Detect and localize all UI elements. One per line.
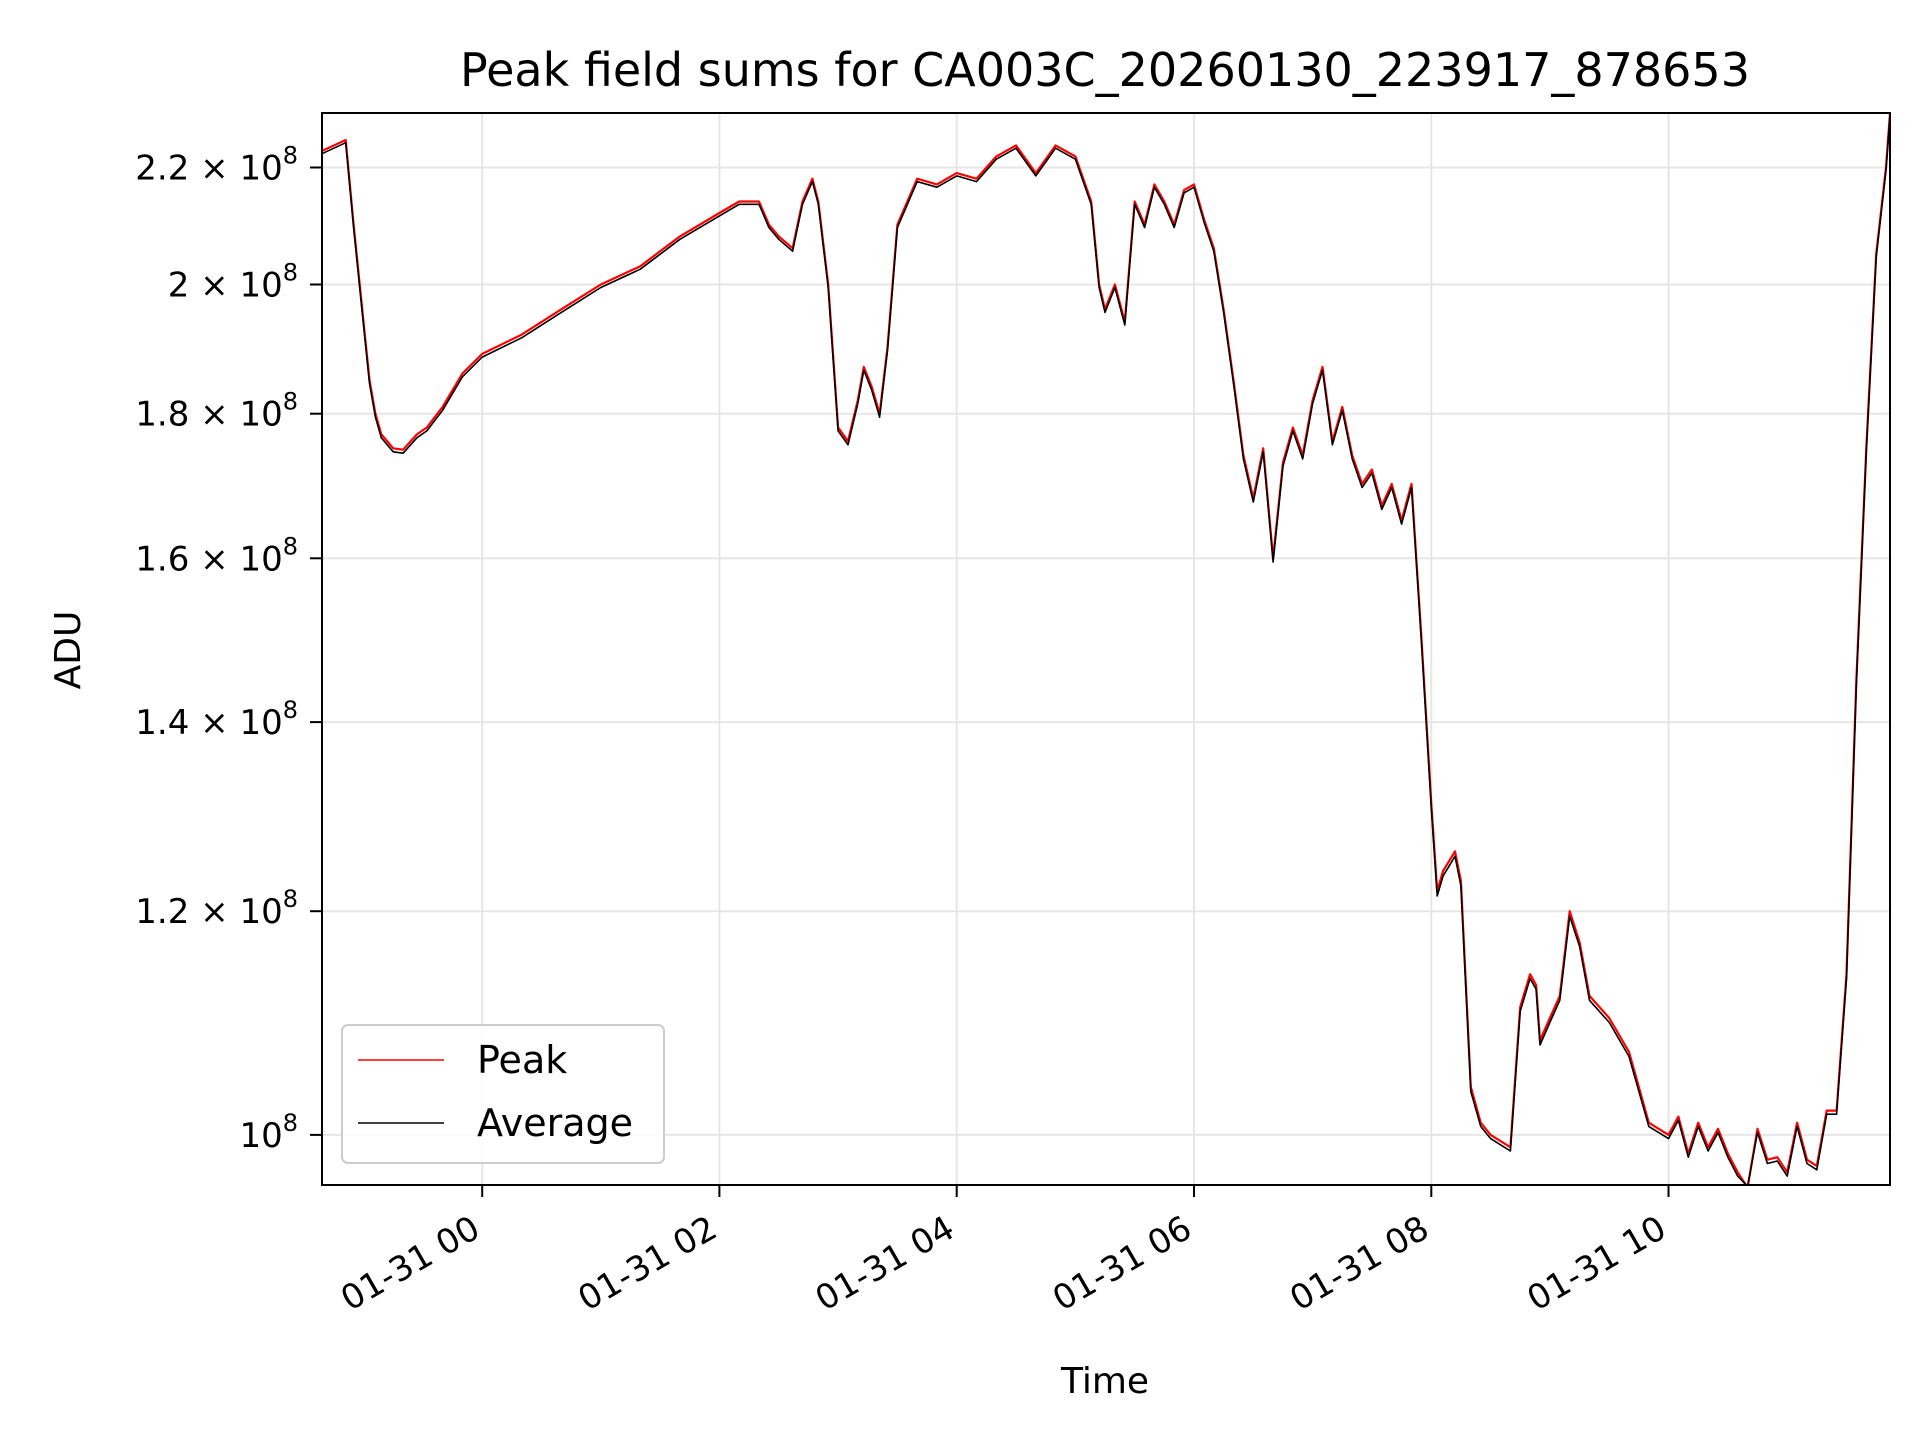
chart-title: Peak field sums for CA003C_20260130_2239… <box>460 43 1750 97</box>
y-tick-label: 2.2 × 108 <box>135 142 298 189</box>
x-tick-label: 01-31 00 <box>334 1208 486 1319</box>
y-tick-label: 108 <box>239 1109 298 1156</box>
y-axis-ticks: 108 1.2 × 108 1.4 × 108 1.6 × 108 1.8 × 108 2… <box>135 142 322 1156</box>
y-axis-label: ADU <box>48 611 89 690</box>
x-tick-label: 01-31 02 <box>572 1208 724 1319</box>
x-axis-ticks: 01-31 00 01-31 02 01-31 04 01-31 06 01-31 08… <box>334 1185 1673 1319</box>
x-tick-label: 01-31 08 <box>1283 1208 1435 1319</box>
legend-label-peak: Peak <box>477 1038 567 1082</box>
x-tick-label: 01-31 10 <box>1521 1208 1673 1319</box>
y-tick-label: 1.4 × 108 <box>135 696 298 743</box>
y-tick-label: 1.6 × 108 <box>135 532 298 579</box>
plot-area-frame <box>321 112 1891 1186</box>
legend-label-average: Average <box>477 1101 633 1145</box>
x-tick-label: 01-31 04 <box>809 1208 961 1319</box>
legend: Peak Average <box>341 1024 665 1164</box>
y-tick-label: 1.8 × 108 <box>135 388 298 435</box>
x-tick-label: 01-31 06 <box>1046 1208 1198 1319</box>
grid <box>322 113 1890 1185</box>
series-lines <box>322 113 1890 1185</box>
y-tick-label: 1.2 × 108 <box>135 885 298 932</box>
series-line-average <box>322 115 1890 1185</box>
y-tick-label: 2 × 108 <box>168 259 298 306</box>
x-axis-label: Time <box>1060 1361 1149 1402</box>
